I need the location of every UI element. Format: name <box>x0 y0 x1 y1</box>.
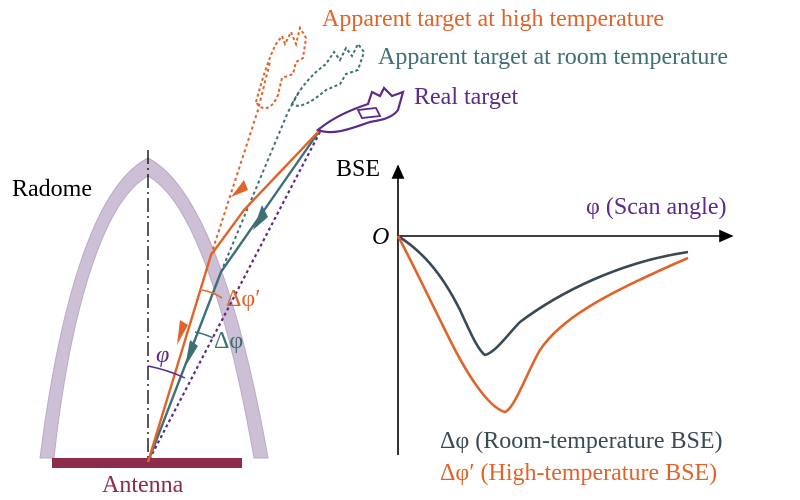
room-temp-arrow <box>253 205 268 230</box>
real-target-fin <box>356 107 382 119</box>
scan-axis-label: φ (Scan angle) <box>586 194 726 220</box>
bse-axis-label: BSE <box>336 156 380 182</box>
room-temp-apparent-target <box>290 42 366 107</box>
high-temp-arrow <box>231 180 248 197</box>
radome-shell <box>39 157 269 459</box>
high-temp-arrow-2 <box>177 320 188 345</box>
room-temp-legend: Δφ (Room-temperature BSE) <box>440 428 723 454</box>
high-temp-target-label: Apparent target at high temperature <box>322 6 664 32</box>
delta-phi-prime-label: Δφ′ <box>226 286 261 312</box>
high-temp-ray <box>146 129 321 463</box>
high-temp-apparent-target <box>254 25 308 110</box>
room-temp-bse-curve <box>397 234 689 357</box>
antenna-label: Antenna <box>102 472 184 498</box>
phi-arc <box>147 365 186 379</box>
radome-label: Radome <box>12 176 92 202</box>
real-target-label: Real target <box>414 84 519 110</box>
delta-phi-arc <box>194 331 214 339</box>
phi-label: φ <box>156 342 169 368</box>
delta-phi-label: Δφ <box>214 328 243 354</box>
delta-phi-prime-arc <box>201 289 223 299</box>
origin-label: O <box>372 224 389 250</box>
real-target-ray <box>147 131 321 463</box>
room-temp-arrow-2 <box>185 340 198 367</box>
high-temp-apparent-ray <box>210 61 271 256</box>
room-temp-target-label: Apparent target at room temperature <box>378 44 728 70</box>
high-temp-legend: Δφ′ (High-temperature BSE) <box>440 460 717 486</box>
antenna-bar <box>52 458 242 468</box>
high-temp-bse-curve <box>396 235 689 414</box>
